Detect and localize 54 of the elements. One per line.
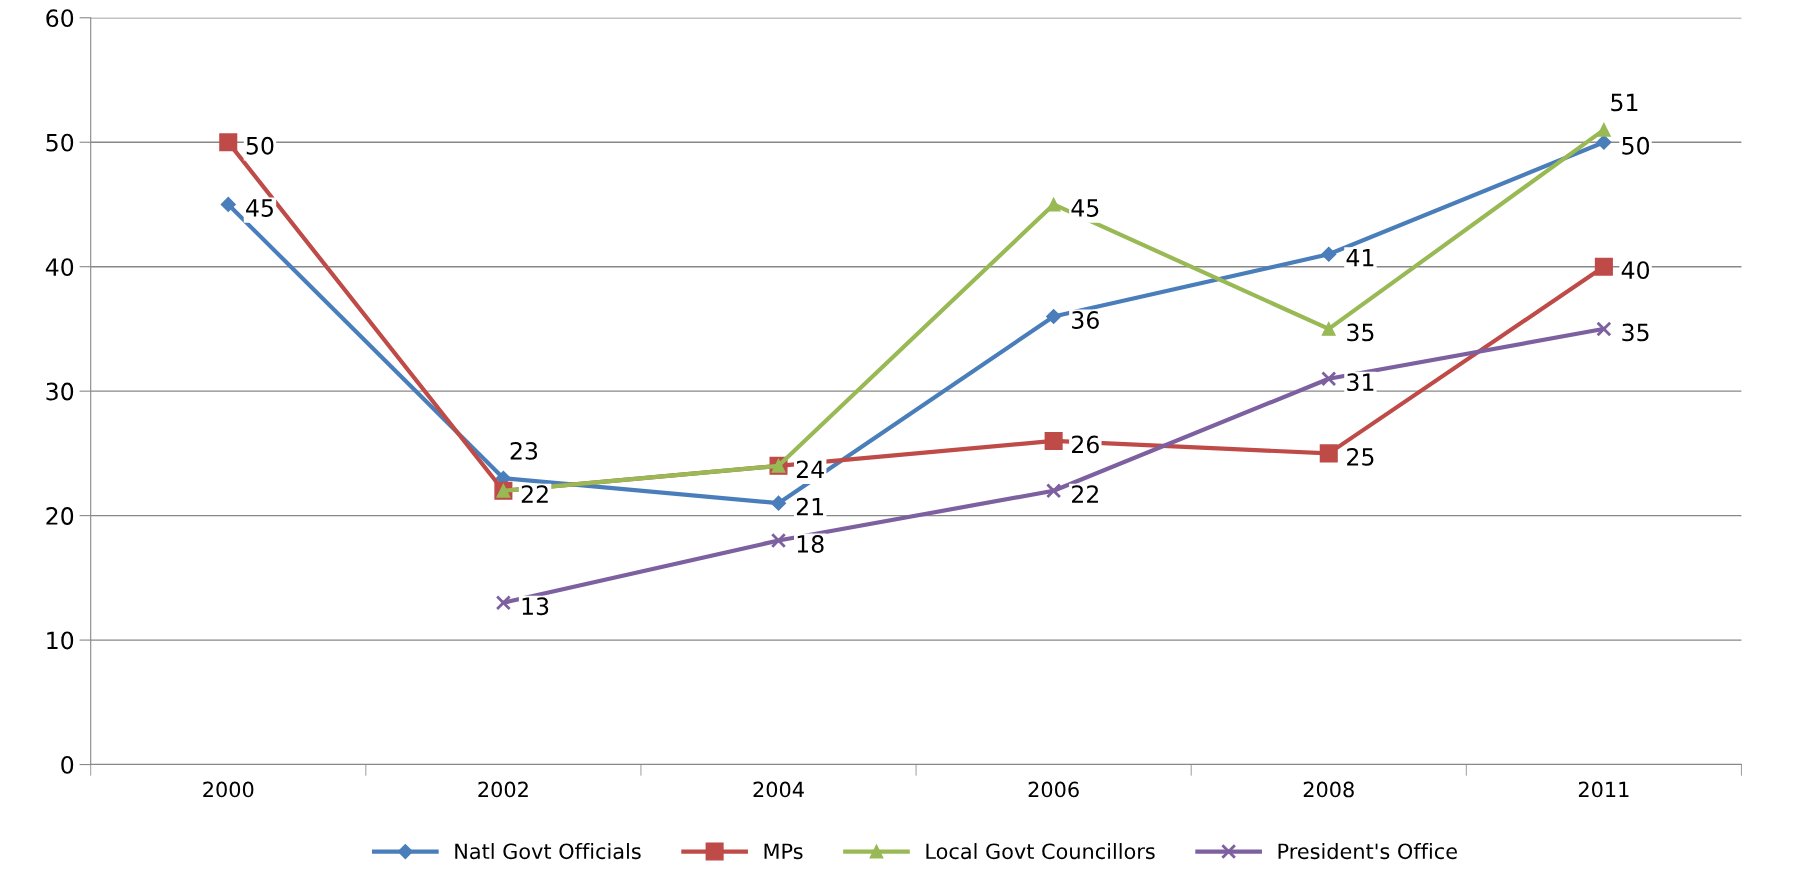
data-label: 35 bbox=[1347, 323, 1374, 342]
data-label: 24 bbox=[796, 460, 824, 478]
data-label: 22 bbox=[1072, 485, 1098, 503]
x-tick-label: 2002 bbox=[478, 781, 528, 798]
y-tick-label: 40 bbox=[45, 258, 74, 277]
point bbox=[495, 595, 512, 611]
x-tick-label: 2011 bbox=[1578, 781, 1629, 798]
point bbox=[219, 133, 238, 152]
x-tick-label: 2000 bbox=[203, 781, 254, 798]
data-label: 21 bbox=[796, 497, 824, 516]
legend-label: President's Office bbox=[1278, 843, 1457, 860]
data-label: 41 bbox=[1346, 249, 1374, 267]
legend-label: MPs bbox=[764, 843, 803, 860]
y-tick-label: 50 bbox=[46, 133, 74, 152]
y-tick-label: 0 bbox=[61, 755, 74, 774]
data-label: 26 bbox=[1072, 435, 1099, 454]
data-label: 25 bbox=[1347, 447, 1374, 466]
point bbox=[1321, 321, 1336, 336]
x-tick-label: 2006 bbox=[1028, 781, 1079, 798]
y-tick-label: 10 bbox=[47, 631, 74, 650]
x-tick-label: 2004 bbox=[753, 781, 804, 798]
y-tick-label: 20 bbox=[46, 507, 74, 525]
data-label: 50 bbox=[246, 136, 274, 155]
data-label: 40 bbox=[1621, 261, 1650, 280]
point bbox=[1046, 197, 1061, 212]
data-label: 18 bbox=[797, 535, 824, 553]
point bbox=[1321, 246, 1337, 262]
point bbox=[770, 532, 787, 549]
point bbox=[1046, 308, 1062, 325]
point bbox=[1045, 483, 1062, 499]
point bbox=[770, 495, 787, 511]
legend-label: Natl Govt Officials bbox=[455, 843, 641, 860]
point bbox=[1594, 257, 1613, 276]
data-label: 51 bbox=[1611, 93, 1638, 112]
point bbox=[220, 196, 236, 213]
point bbox=[1321, 371, 1337, 387]
data-label: 31 bbox=[1347, 373, 1374, 392]
data-label: 36 bbox=[1072, 311, 1099, 329]
data-label: 45 bbox=[1071, 199, 1099, 217]
x-tick-label: 2008 bbox=[1303, 781, 1354, 798]
data-label: 23 bbox=[510, 441, 538, 460]
legend-label: Local Govt Councillors bbox=[926, 843, 1155, 860]
point bbox=[1319, 444, 1338, 463]
data-label: 50 bbox=[1622, 136, 1650, 155]
point bbox=[1596, 321, 1612, 337]
data-label: 13 bbox=[522, 597, 549, 616]
point bbox=[1596, 122, 1611, 137]
data-label: 22 bbox=[521, 485, 548, 503]
point bbox=[1044, 431, 1063, 450]
y-tick-label: 60 bbox=[46, 9, 74, 28]
data-label: 45 bbox=[246, 199, 273, 217]
y-tick-label: 30 bbox=[46, 382, 74, 401]
data-label: 35 bbox=[1622, 323, 1649, 342]
point bbox=[1596, 134, 1612, 150]
